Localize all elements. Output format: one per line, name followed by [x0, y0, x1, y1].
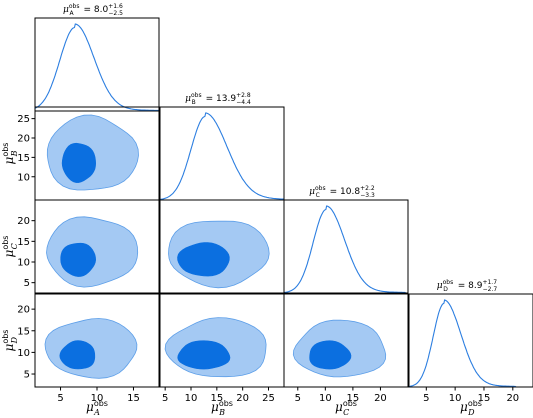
- x-tick-label: 15: [347, 393, 360, 404]
- x-tick-label: 10: [91, 393, 104, 404]
- joint-panel-A-C: [34, 199, 160, 294]
- joint-panel-A-D: [34, 293, 160, 388]
- marginal-curve-B: [159, 112, 284, 200]
- contour-68-C-D: [309, 340, 352, 370]
- y-tick-label: 5: [24, 278, 30, 289]
- joint-panel-A-B: [34, 106, 160, 201]
- title-C: μobs C = 10.8+2.2 −3.3: [309, 185, 375, 199]
- x-axis-label-A: μobs A: [86, 399, 108, 417]
- marginal-frame-A: [34, 17, 160, 112]
- title-B: μobs B = 13.9+2.8 −4.4: [185, 92, 251, 106]
- y-tick-label: 20: [17, 134, 30, 145]
- x-tick-label: 20: [506, 393, 519, 404]
- joint-frame-C-D: [283, 293, 409, 388]
- y-tick-label: 10: [17, 172, 30, 183]
- y-tick-label: 20: [17, 305, 30, 316]
- contour-68-A-C: [60, 242, 97, 277]
- x-tick-label: 25: [262, 393, 275, 404]
- joint-panel-C-D: [283, 293, 409, 388]
- x-tick-label: 10: [185, 393, 198, 404]
- title-A: μobs A = 8.0+1.6 −2.5: [63, 3, 123, 17]
- x-tick-label: 15: [478, 393, 491, 404]
- x-tick-label: 15: [127, 393, 140, 404]
- x-tick-label: 20: [236, 393, 249, 404]
- title-D: μobs D = 8.9+1.7 −2.7: [437, 279, 498, 293]
- y-tick-label: 15: [17, 326, 30, 337]
- joint-frame-A-C: [34, 199, 160, 294]
- x-tick-label: 15: [210, 393, 223, 404]
- marginal-frame-D: [408, 293, 533, 388]
- joint-panel-B-D: [159, 293, 285, 388]
- x-tick-label: 20: [374, 393, 387, 404]
- joint-panel-B-C: [159, 199, 285, 294]
- contour-68-B-C: [177, 242, 230, 277]
- y-tick-label: 25: [17, 114, 30, 125]
- x-tick-label: 10: [319, 393, 332, 404]
- x-axis-label-B: μobs B: [211, 399, 233, 417]
- y-tick-label: 15: [17, 237, 30, 248]
- y-tick-label: 15: [17, 153, 30, 164]
- contour-68-A-D: [59, 340, 96, 370]
- marginal-curve-C: [283, 205, 408, 294]
- marginal-panel-A: [34, 17, 160, 112]
- y-tick-label: 5: [24, 370, 30, 381]
- x-tick-label: 5: [295, 393, 301, 404]
- joint-frame-B-C: [159, 199, 285, 294]
- contour-68-A-B: [61, 142, 97, 183]
- y-tick-label: 10: [17, 348, 30, 359]
- y-tick-label: 20: [17, 216, 30, 227]
- x-tick-label: 10: [449, 393, 462, 404]
- x-tick-label: 5: [162, 393, 168, 404]
- marginal-panel-B: [159, 106, 285, 201]
- marginal-curve-A: [34, 23, 159, 111]
- y-tick-label: 10: [17, 258, 30, 269]
- marginal-panel-C: [283, 199, 409, 294]
- x-axis-label-C: μobs C: [335, 399, 357, 417]
- contour-68-B-D: [177, 340, 231, 370]
- marginal-curve-D: [408, 299, 533, 388]
- x-axis-label-D: μobs D: [460, 399, 482, 417]
- marginal-frame-C: [283, 199, 409, 294]
- x-tick-label: 5: [423, 393, 429, 404]
- marginal-panel-D: [408, 293, 533, 388]
- x-tick-label: 5: [57, 393, 63, 404]
